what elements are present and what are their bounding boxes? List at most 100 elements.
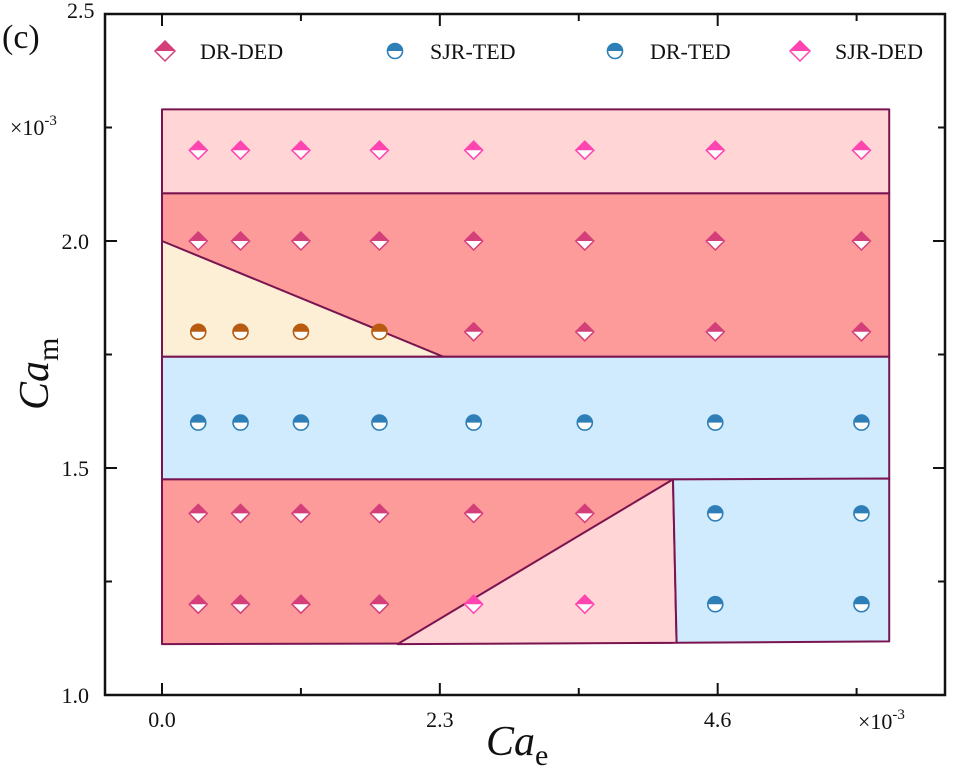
data-point xyxy=(706,505,724,522)
data-point xyxy=(369,140,390,161)
marker-fill xyxy=(291,141,310,151)
marker-fill xyxy=(190,415,206,423)
marker-fill xyxy=(466,415,482,423)
data-point xyxy=(465,414,482,431)
marker-fill xyxy=(233,324,249,332)
marker-fill xyxy=(370,141,389,151)
marker-fill xyxy=(189,504,208,514)
data-point xyxy=(188,594,209,615)
data-point xyxy=(230,230,251,252)
x-tick-label: 4.6 xyxy=(704,707,732,732)
marker-fill xyxy=(853,505,869,514)
marker-fill xyxy=(852,322,871,332)
data-point xyxy=(232,414,249,431)
data-point xyxy=(463,230,484,252)
y-tick-label: 2.5 xyxy=(67,0,95,23)
axes-layer: 0.0 2.3 4.6 1.0 1.5 2.0 2.5 xyxy=(62,0,947,732)
x-tick-label: 2.3 xyxy=(426,707,454,732)
y-tick-label: 1.0 xyxy=(62,683,90,708)
region-3 xyxy=(161,355,891,481)
data-point xyxy=(371,414,388,431)
marker-fill xyxy=(577,415,593,423)
data-point xyxy=(369,503,390,524)
marker-fill xyxy=(370,504,389,514)
data-point xyxy=(705,140,726,161)
data-point xyxy=(574,321,595,342)
marker-fill xyxy=(575,141,594,151)
marker-fill xyxy=(464,232,483,241)
marker-fill xyxy=(371,324,387,332)
marker-fill xyxy=(233,415,249,423)
x-multiplier: ×10-3 xyxy=(858,707,905,734)
data-point xyxy=(706,595,724,613)
marker-fill xyxy=(291,232,310,241)
marker-fill xyxy=(293,324,309,332)
marker-fill xyxy=(370,595,389,605)
marker-fill xyxy=(231,504,250,514)
legend-label: SJR-DED xyxy=(835,39,923,64)
marker-fill xyxy=(464,595,483,605)
series-dr-ded xyxy=(188,230,872,615)
data-point xyxy=(574,594,595,615)
marker-fill xyxy=(293,415,309,423)
marker-fill xyxy=(706,141,725,151)
marker-fill xyxy=(155,41,175,51)
marker-fill xyxy=(231,232,250,241)
data-point xyxy=(188,230,209,252)
data-point xyxy=(290,140,311,161)
data-point xyxy=(188,140,209,161)
legend-label: DR-TED xyxy=(650,39,731,64)
x-axis-title: Cae xyxy=(486,719,548,770)
data-point xyxy=(189,414,207,431)
marker-fill xyxy=(231,595,250,605)
data-point xyxy=(290,230,311,252)
region-6 xyxy=(671,477,891,644)
data-point xyxy=(705,321,726,342)
data-point xyxy=(292,323,310,341)
legend-label: SJR-TED xyxy=(430,39,516,64)
data-point xyxy=(463,140,484,161)
region-0 xyxy=(161,108,891,195)
marker-fill xyxy=(706,232,725,241)
marker-fill xyxy=(387,43,403,51)
legend-item-sjr-ted: SJR-TED xyxy=(386,39,516,64)
data-point xyxy=(463,594,484,615)
series-sjr-ded xyxy=(188,140,872,615)
legend-item-dr-ted: DR-TED xyxy=(606,39,731,64)
marker-fill xyxy=(790,41,810,51)
data-point xyxy=(851,140,872,161)
marker-fill xyxy=(575,595,594,605)
data-point xyxy=(371,323,388,341)
marker-fill xyxy=(189,595,208,605)
legend-item-sjr-ded: SJR-DED xyxy=(788,39,923,64)
data-point xyxy=(463,503,484,524)
marker-fill xyxy=(852,141,871,151)
marker-fill xyxy=(189,232,208,241)
marker-fill xyxy=(575,322,594,332)
data-point xyxy=(292,414,310,431)
marker-fill xyxy=(291,595,310,605)
regions-layer xyxy=(161,108,891,646)
x-tick-label: 0.0 xyxy=(148,707,176,732)
data-point xyxy=(574,230,595,252)
series-sjr-ted xyxy=(189,414,870,431)
marker-fill xyxy=(852,232,871,241)
data-point xyxy=(463,321,484,342)
marker-fill xyxy=(707,415,723,423)
data-point xyxy=(232,323,249,341)
data-point xyxy=(706,414,724,431)
data-point xyxy=(290,503,311,524)
y-multiplier: ×10-3 xyxy=(10,113,57,140)
data-point xyxy=(290,594,311,615)
marker-fill xyxy=(607,43,623,51)
marker-fill xyxy=(464,504,483,514)
data-point xyxy=(576,414,594,431)
series-dr-ted xyxy=(706,505,870,613)
data-point xyxy=(851,321,872,342)
data-point xyxy=(369,230,390,252)
y-tick-label: 2.0 xyxy=(62,229,90,254)
legend: DR-DED SJR-TED DR-TED SJR-DED xyxy=(153,39,923,64)
marker-fill xyxy=(370,232,389,241)
data-point xyxy=(853,595,870,613)
